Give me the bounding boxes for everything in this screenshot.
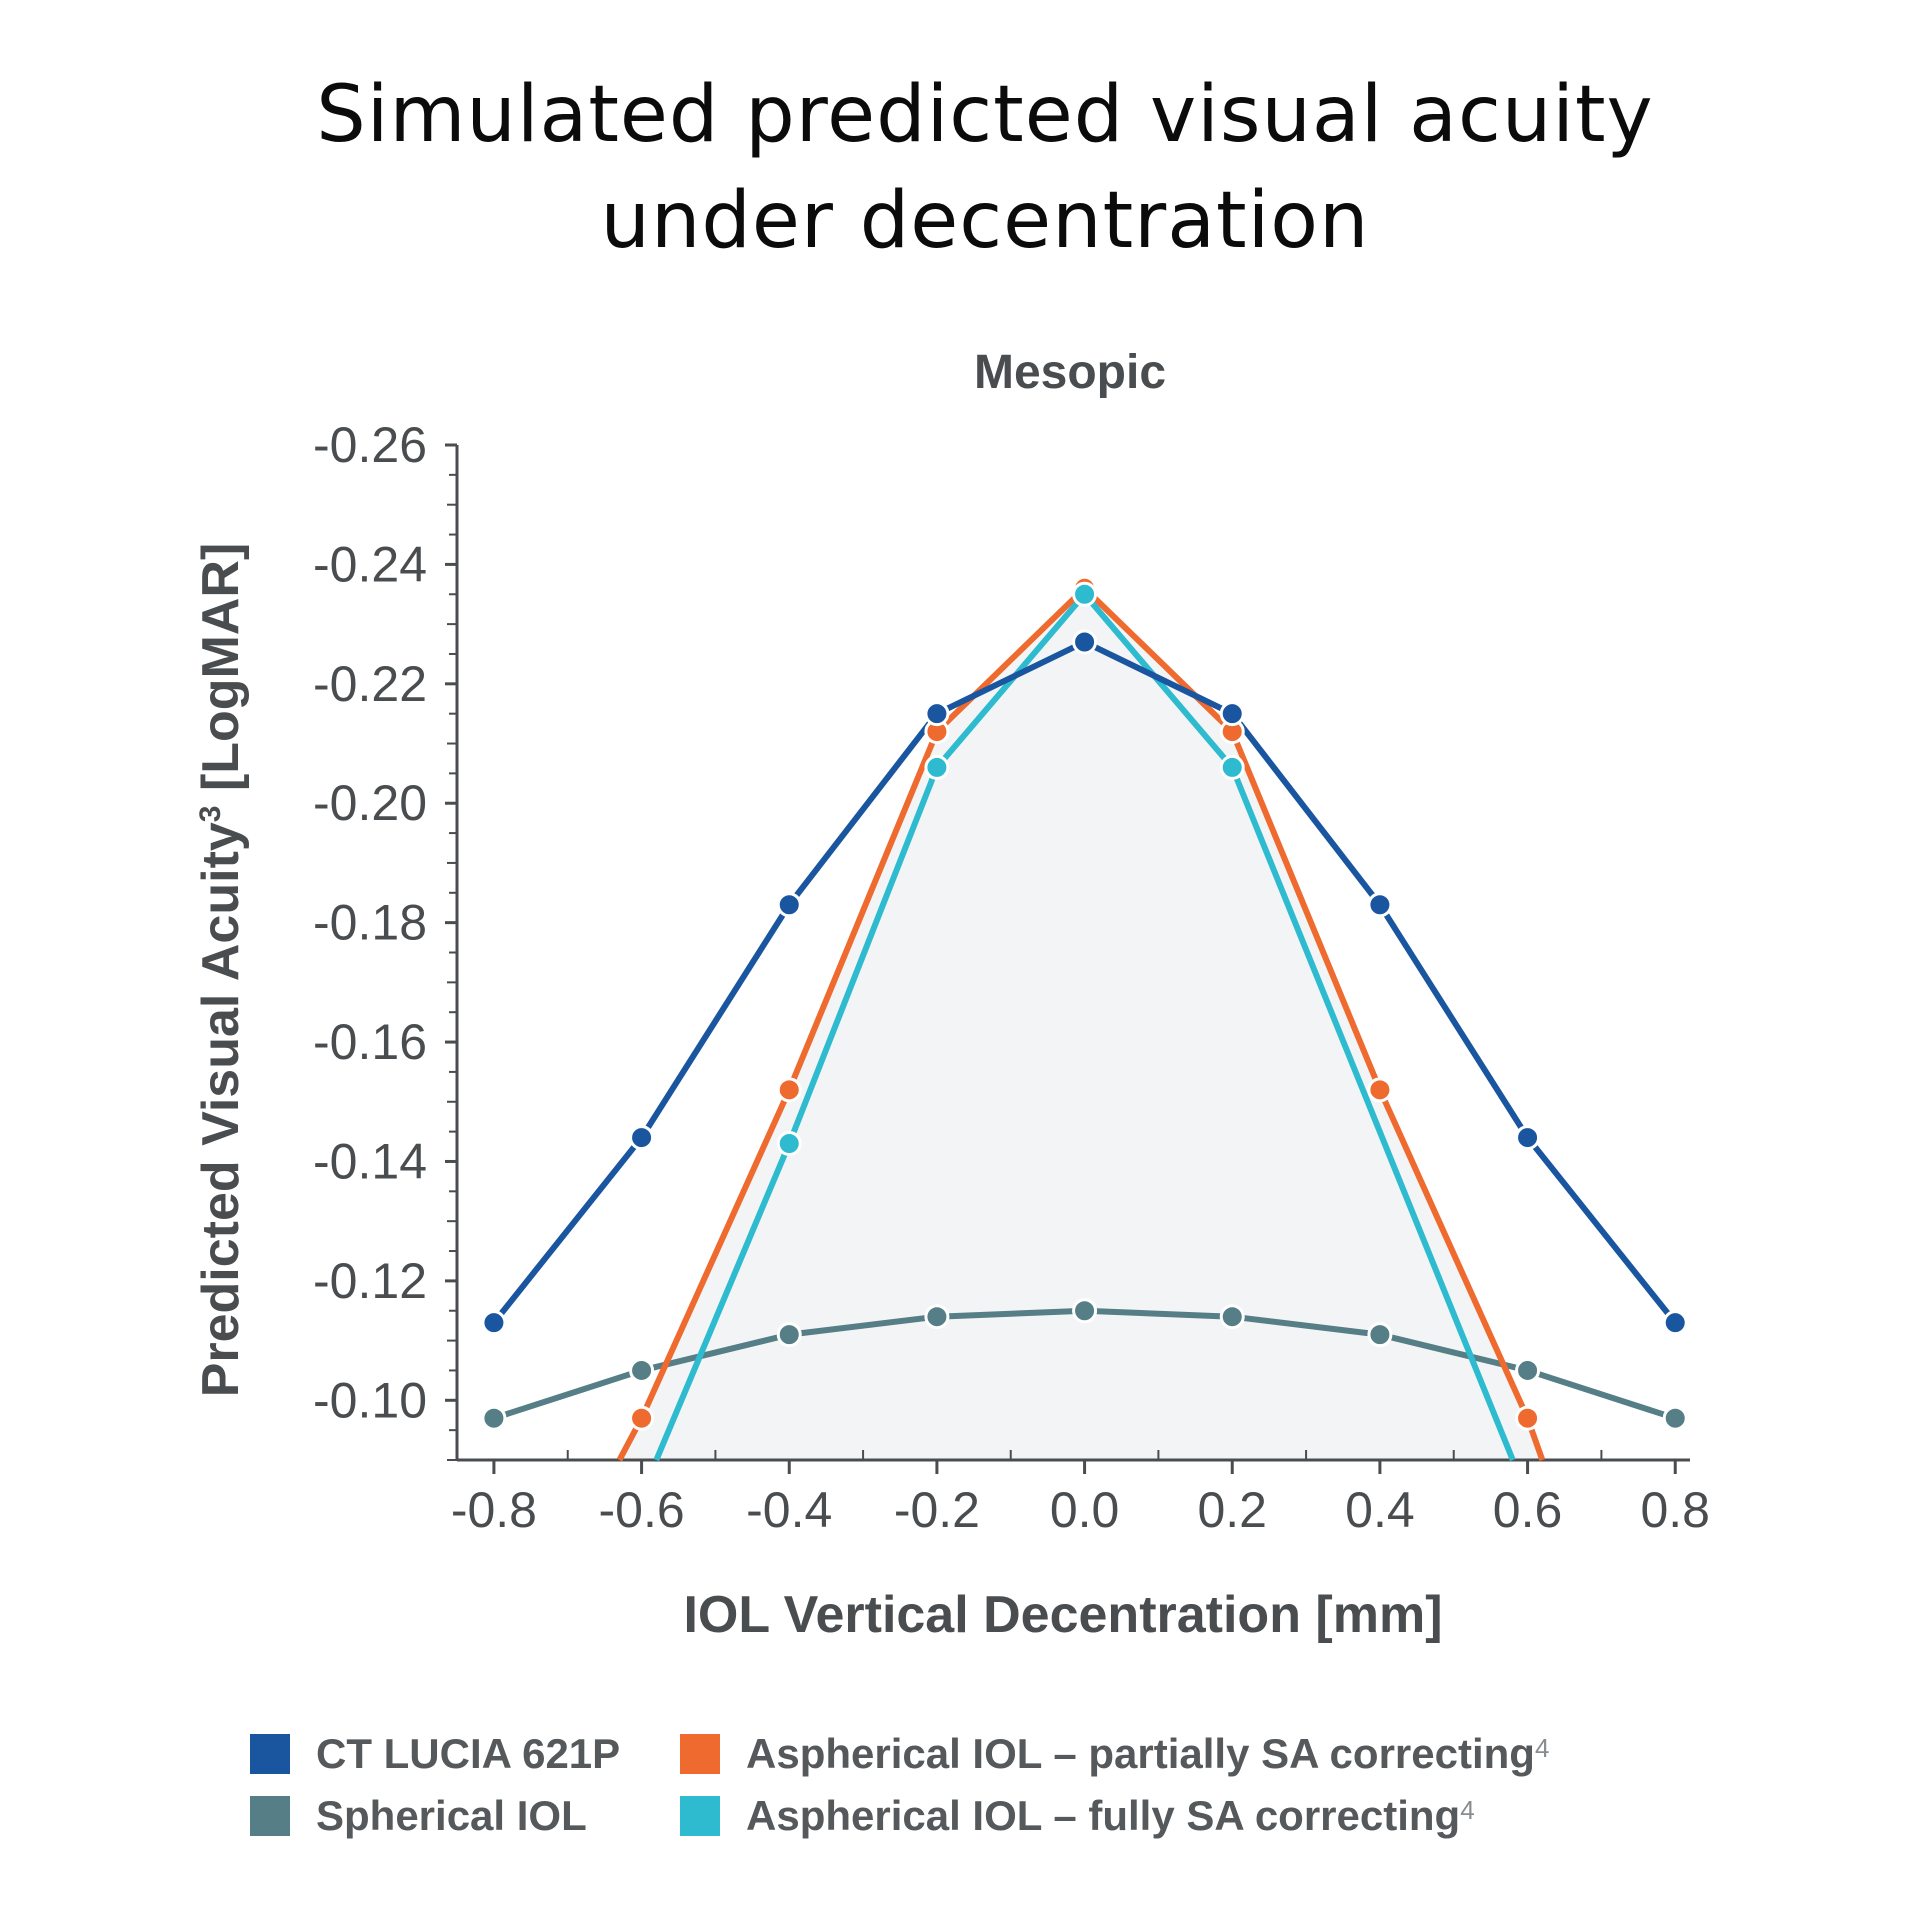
x-tick-label: -0.6 [598, 1482, 684, 1538]
chart-subtitle: Mesopic [974, 346, 1166, 399]
shaded-area [619, 588, 1543, 1460]
legend-swatch-partially [680, 1734, 720, 1774]
y-tick-label: -0.14 [313, 1133, 427, 1189]
data-point [1072, 581, 1098, 607]
y-tick-label: -0.24 [313, 536, 427, 592]
y-tick-label: -0.18 [313, 895, 427, 951]
y-axis-label: Predicted Visual Acuity3 [LogMAR] [192, 543, 250, 1398]
data-point [1072, 1298, 1098, 1324]
legend-item-spherical: Spherical IOL [250, 1790, 587, 1842]
axes: -0.26 -0.24 -0.22 -0.20 -0.18 -0.16 -0.14 -0.12… [313, 417, 1710, 1538]
data-point [1515, 1357, 1541, 1383]
y-axis-label-main: Predicted Visual Acuity [192, 822, 250, 1397]
data-point [776, 1131, 802, 1157]
data-point [776, 1322, 802, 1348]
x-tick-label: -0.2 [894, 1482, 980, 1538]
legend-item-partially: Aspherical IOL – partially SA correcting… [680, 1728, 1549, 1780]
data-point [924, 754, 950, 780]
data-point [481, 1405, 507, 1431]
data-point [776, 892, 802, 918]
data-point [481, 1310, 507, 1336]
legend-swatch-spherical [250, 1796, 290, 1836]
legend: CT LUCIA 621P Spherical IOL Aspherical I… [250, 1728, 1750, 1868]
x-axis-label: IOL Vertical Decentration [mm] [683, 1586, 1442, 1644]
y-tick-label: -0.26 [313, 417, 427, 473]
chart-title-line-2: under decentration [600, 176, 1370, 266]
data-point [1515, 1125, 1541, 1151]
y-axis-label-unit: [LogMAR] [192, 543, 250, 806]
data-point [1219, 754, 1245, 780]
data-point [1662, 1310, 1688, 1336]
legend-label-fully: Aspherical IOL – fully SA correcting [746, 1792, 1461, 1839]
legend-label-partially: Aspherical IOL – partially SA correcting [746, 1730, 1535, 1777]
legend-swatch-fully [680, 1796, 720, 1836]
legend-item-ct-lucia: CT LUCIA 621P [250, 1728, 620, 1780]
x-tick-label: 0.8 [1640, 1482, 1710, 1538]
x-tick-label: 0.6 [1493, 1482, 1563, 1538]
data-point [1219, 701, 1245, 727]
data-point [629, 1405, 655, 1431]
y-tick-label: -0.20 [313, 775, 427, 831]
legend-sup-fully: 4 [1460, 1794, 1475, 1825]
series-markers [481, 575, 1688, 1431]
y-tick-label: -0.22 [313, 656, 427, 712]
chart-title: Simulated predicted visual acuity under … [0, 62, 1920, 274]
data-point [776, 1077, 802, 1103]
y-tick-label: -0.12 [313, 1253, 427, 1309]
data-point [1662, 1405, 1688, 1431]
data-point [1072, 629, 1098, 655]
legend-item-fully: Aspherical IOL – fully SA correcting 4 [680, 1790, 1475, 1842]
area-fill [619, 588, 1543, 1460]
legend-label-ct-lucia: CT LUCIA 621P [316, 1730, 621, 1777]
data-point [629, 1125, 655, 1151]
x-tick-label: 0.2 [1197, 1482, 1267, 1538]
data-point [1515, 1405, 1541, 1431]
y-axis-label-sup: 3 [194, 806, 227, 823]
legend-label-spherical: Spherical IOL [316, 1792, 587, 1839]
legend-swatch-ct-lucia [250, 1734, 290, 1774]
x-tick-label: 0.4 [1345, 1482, 1415, 1538]
x-tick-label: -0.4 [746, 1482, 832, 1538]
data-point [1367, 892, 1393, 918]
legend-sup-partially: 4 [1534, 1732, 1550, 1763]
data-point [629, 1357, 655, 1383]
chart-title-line-1: Simulated predicted visual acuity [316, 70, 1654, 160]
y-tick-label: -0.10 [313, 1372, 427, 1428]
x-tick-label: 0.0 [1050, 1482, 1120, 1538]
data-point [1219, 1304, 1245, 1330]
data-point [924, 701, 950, 727]
y-tick-label: -0.16 [313, 1014, 427, 1070]
data-point [924, 1304, 950, 1330]
data-point [1367, 1077, 1393, 1103]
x-tick-label: -0.8 [451, 1482, 537, 1538]
data-point [1367, 1322, 1393, 1348]
